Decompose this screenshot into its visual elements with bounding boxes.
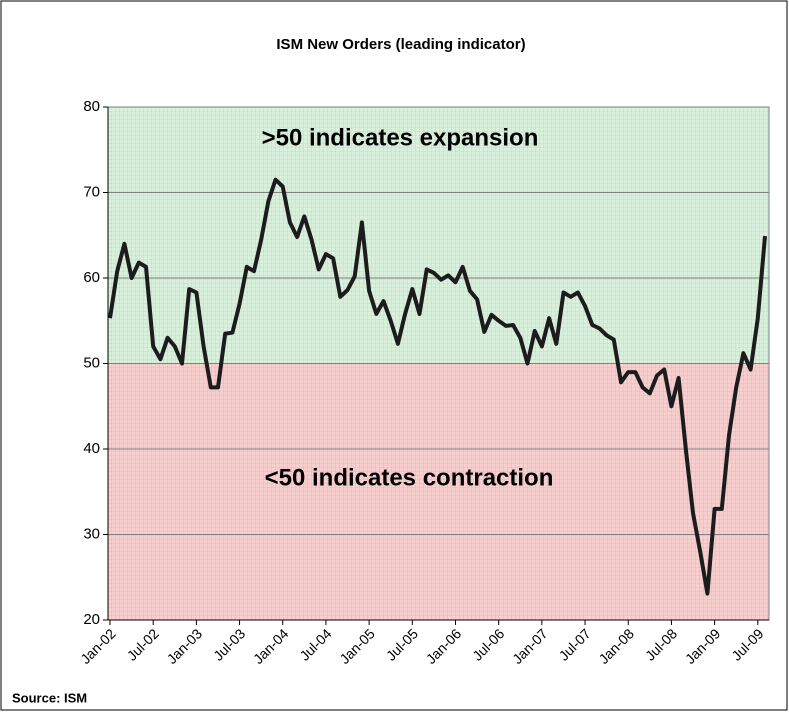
expansion-hatch bbox=[108, 107, 769, 364]
chart-title: ISM New Orders (leading indicator) bbox=[276, 36, 525, 53]
y-tick-label: 80 bbox=[83, 98, 100, 115]
y-tick-label: 60 bbox=[83, 269, 100, 286]
y-tick-label: 50 bbox=[83, 354, 100, 371]
y-tick-label: 30 bbox=[83, 525, 100, 542]
annotation: <50 indicates contraction bbox=[265, 464, 554, 491]
series-line bbox=[108, 177, 767, 596]
y-tick-label: 20 bbox=[83, 611, 100, 628]
source: Source: ISM bbox=[12, 690, 87, 705]
y-tick-label: 40 bbox=[83, 440, 100, 457]
annotation: >50 indicates expansion bbox=[262, 124, 539, 151]
y-tick-label: 70 bbox=[83, 183, 100, 200]
contraction-hatch bbox=[108, 363, 769, 620]
